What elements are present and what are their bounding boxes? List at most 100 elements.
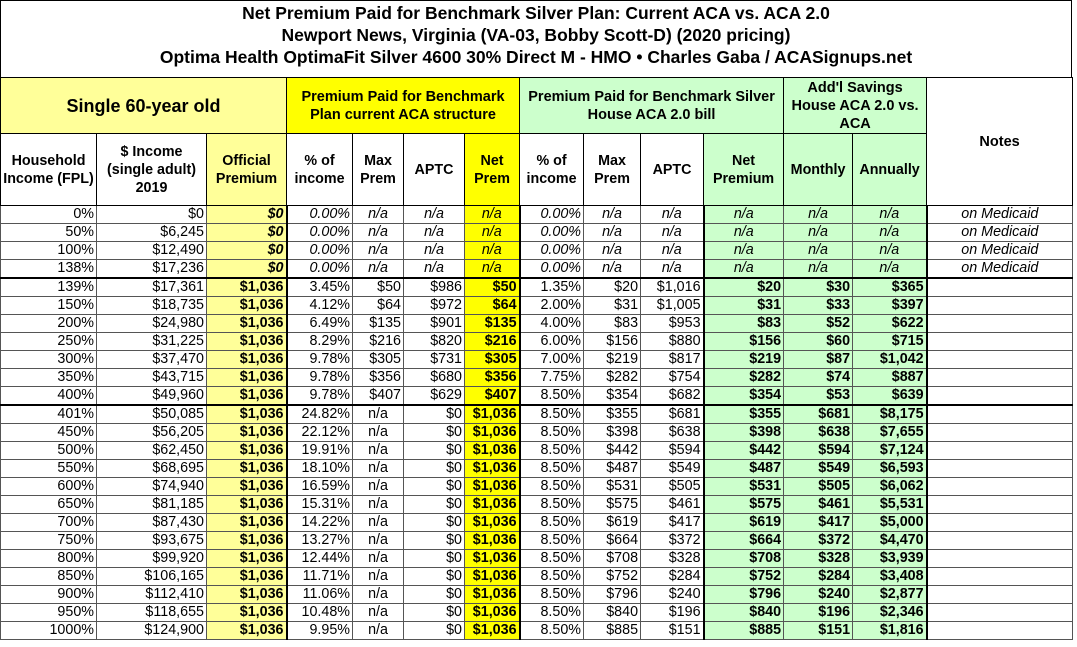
cell-current-max-prem: $135 [352, 314, 405, 333]
cell-house-aptc: $461 [640, 495, 705, 514]
table-row: 400% $49,960 $1,036 9.78% $407 $629 $407 8.50% $… [0, 386, 1074, 406]
cell-house-aptc: $240 [640, 585, 705, 604]
cell-income: $18,735 [96, 296, 207, 315]
cell-house-pct-income: 8.50% [518, 603, 585, 622]
table-row: 0% $0 $0 0.00% n/a n/a n/a 0.00% n/a n/a n/a n/a n/a… [0, 205, 1074, 224]
cell-savings-annually: $6,062 [852, 477, 928, 496]
cell-house-max-prem: n/a [583, 223, 642, 242]
cell-house-pct-income: 8.50% [518, 513, 585, 532]
cell-savings-annually: $5,531 [852, 495, 928, 514]
cell-house-net-premium: $840 [702, 603, 785, 622]
cell-current-max-prem: $305 [352, 350, 405, 369]
cell-savings-monthly: $53 [783, 386, 854, 406]
cell-house-max-prem: $282 [583, 368, 642, 387]
table-row: 450% $56,205 $1,036 22.12% n/a $0 $1,036 8.50% $… [0, 423, 1074, 442]
cell-current-pct-income: 4.12% [285, 296, 354, 315]
cell-current-net-prem: n/a [464, 223, 521, 242]
cell-savings-monthly: n/a [783, 241, 854, 260]
cell-savings-monthly: $74 [783, 368, 854, 387]
cell-income: $37,470 [96, 350, 207, 369]
cell-savings-monthly: n/a [783, 223, 854, 242]
table-row: 200% $24,980 $1,036 6.49% $135 $901 $135 4.00% $… [0, 314, 1074, 333]
cell-house-aptc: $681 [640, 404, 705, 424]
cell-official-premium: $0 [205, 259, 288, 279]
cell-current-aptc: $0 [403, 441, 466, 460]
cell-house-net-premium: $708 [702, 549, 785, 568]
cell-fpl: 300% [0, 350, 97, 369]
cell-house-pct-income: 7.75% [518, 368, 585, 387]
cell-house-max-prem: $20 [583, 277, 642, 297]
cell-savings-monthly: $328 [783, 549, 854, 568]
cell-notes [925, 441, 1074, 460]
cell-savings-annually: $7,655 [852, 423, 928, 442]
cell-house-net-premium: $83 [702, 314, 785, 333]
cell-income: $112,410 [96, 585, 207, 604]
cell-house-net-premium: n/a [702, 259, 785, 279]
cell-current-aptc: $0 [403, 621, 466, 640]
cell-house-pct-income: 0.00% [518, 259, 585, 279]
cell-house-max-prem: $664 [583, 531, 642, 550]
cell-house-max-prem: n/a [583, 259, 642, 279]
premium-table: Single 60-year old Premium Paid for Benc… [0, 77, 1074, 640]
cell-notes [925, 314, 1074, 333]
table-row: 650% $81,185 $1,036 15.31% n/a $0 $1,036 8.50% $… [0, 495, 1074, 514]
cell-fpl: 50% [0, 223, 97, 242]
cell-house-pct-income: 0.00% [518, 223, 585, 242]
cell-official-premium: $1,036 [205, 277, 288, 297]
cell-fpl: 750% [0, 531, 97, 550]
cell-current-net-prem: $1,036 [464, 441, 521, 460]
cell-notes [925, 549, 1074, 568]
cell-house-net-premium: $219 [702, 350, 785, 369]
table-row: 401% $50,085 $1,036 24.82% n/a $0 $1,036 8.50% $… [0, 404, 1074, 424]
cell-house-max-prem: n/a [583, 241, 642, 260]
cell-current-net-prem: n/a [464, 259, 521, 279]
cell-official-premium: $1,036 [205, 368, 288, 387]
cell-current-aptc: $0 [403, 603, 466, 622]
cell-house-max-prem: $442 [583, 441, 642, 460]
cell-fpl: 1000% [0, 621, 97, 640]
cell-house-max-prem: n/a [583, 205, 642, 224]
cell-house-max-prem: $354 [583, 386, 642, 406]
cell-house-max-prem: $885 [583, 621, 642, 640]
cell-house-aptc: $372 [640, 531, 705, 550]
cell-official-premium: $1,036 [205, 531, 288, 550]
cell-current-aptc: n/a [403, 205, 466, 224]
cell-current-aptc: $0 [403, 567, 466, 586]
cell-current-pct-income: 9.78% [285, 350, 354, 369]
cell-current-pct-income: 19.91% [285, 441, 354, 460]
cell-house-net-premium: n/a [702, 205, 785, 224]
cell-income: $81,185 [96, 495, 207, 514]
cell-current-net-prem: $305 [464, 350, 521, 369]
cell-house-pct-income: 1.35% [518, 277, 585, 297]
cell-income: $124,900 [96, 621, 207, 640]
table-row: 850% $106,165 $1,036 11.71% n/a $0 $1,036 8.50%… [0, 567, 1074, 586]
cell-notes [925, 513, 1074, 532]
cell-current-max-prem: n/a [352, 477, 405, 496]
cell-house-max-prem: $531 [583, 477, 642, 496]
cell-savings-annually: n/a [852, 241, 928, 260]
cell-savings-monthly: n/a [783, 259, 854, 279]
table-row: 750% $93,675 $1,036 13.27% n/a $0 $1,036 8.50% $… [0, 531, 1074, 550]
cell-fpl: 700% [0, 513, 97, 532]
cell-savings-annually: $5,000 [852, 513, 928, 532]
cell-house-max-prem: $575 [583, 495, 642, 514]
cell-current-pct-income: 8.29% [285, 332, 354, 351]
cell-house-pct-income: 8.50% [518, 477, 585, 496]
cell-fpl: 900% [0, 585, 97, 604]
cell-savings-annually: $2,877 [852, 585, 928, 604]
cell-current-aptc: $0 [403, 423, 466, 442]
cell-savings-annually: $397 [852, 296, 928, 315]
sheet-title: Net Premium Paid for Benchmark Silver Pl… [0, 0, 1072, 77]
cell-fpl: 500% [0, 441, 97, 460]
cell-house-max-prem: $355 [583, 404, 642, 424]
cell-house-aptc: n/a [640, 241, 705, 260]
cell-current-aptc: n/a [403, 223, 466, 242]
cell-fpl: 200% [0, 314, 97, 333]
cell-current-net-prem: $64 [464, 296, 521, 315]
cell-house-max-prem: $619 [583, 513, 642, 532]
cell-house-max-prem: $840 [583, 603, 642, 622]
cell-current-pct-income: 14.22% [285, 513, 354, 532]
cell-current-max-prem: $64 [352, 296, 405, 315]
cell-notes [925, 332, 1074, 351]
cell-savings-monthly: $151 [783, 621, 854, 640]
